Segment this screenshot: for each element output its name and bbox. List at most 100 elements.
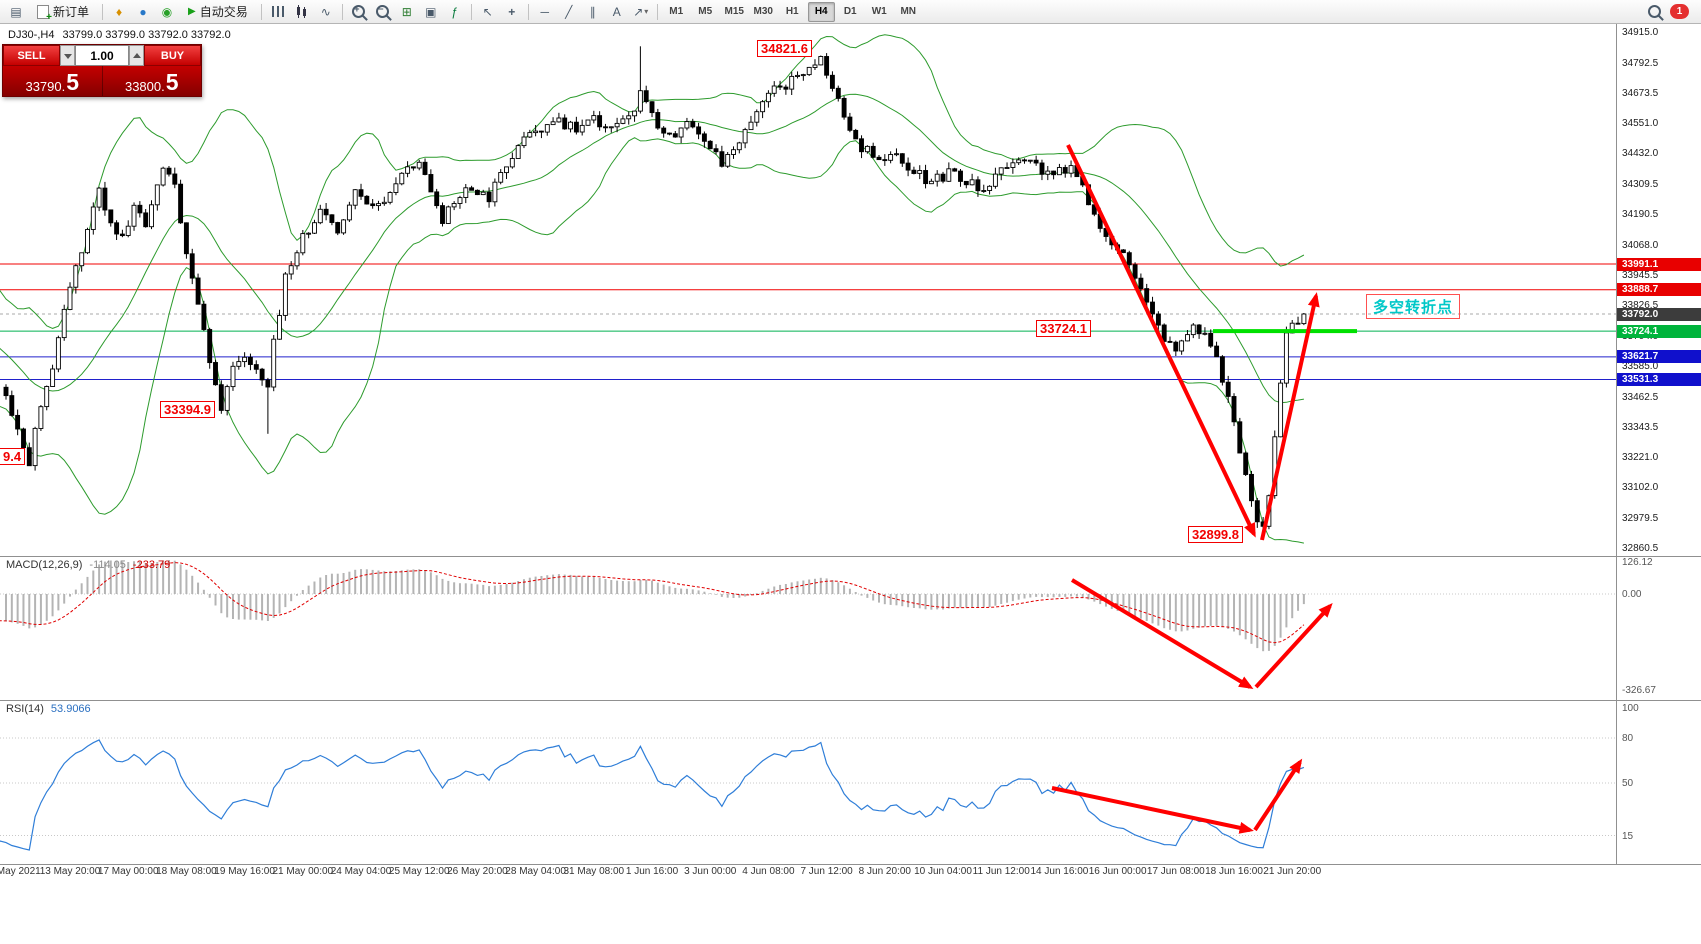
time-label: 28 May 04:00	[505, 866, 566, 877]
crosshair-icon[interactable]: +	[508, 4, 516, 19]
chevron-down-icon: ▾	[644, 7, 649, 16]
drawn-arrow[interactable]	[1070, 578, 1254, 690]
candlestick-chart-icon[interactable]	[291, 1, 313, 23]
separator	[102, 3, 104, 20]
symbol-ohlc-header: DJ30-,H4 33799.0 33799.0 33792.0 33792.0	[8, 29, 231, 41]
time-label: 18 Jun 16:00	[1205, 866, 1263, 877]
price-tick: 34915.0	[1622, 27, 1659, 38]
chart-window-icon[interactable]: ▤	[10, 4, 22, 19]
price-tag: 33792.0	[1617, 307, 1701, 321]
tile-windows-icon[interactable]: ⊞	[401, 4, 412, 19]
macd-axis-label: 126.12	[1622, 557, 1653, 568]
auto-trading-button[interactable]: ▶ 自动交易	[181, 2, 255, 22]
macd-name: MACD(12,26,9)	[6, 559, 83, 571]
auto-trading-label: 自动交易	[199, 5, 248, 19]
macd-panel[interactable]	[0, 556, 1616, 700]
bollinger-lower-band	[0, 137, 1304, 544]
sell-button[interactable]: SELL	[3, 45, 60, 66]
time-label: 18 May 08:00	[156, 866, 217, 877]
rsi-panel[interactable]	[0, 700, 1616, 864]
buy-price-big-digit: 5	[165, 69, 179, 95]
drawn-arrow[interactable]	[1260, 292, 1320, 541]
timeframe-m1[interactable]: M1	[669, 6, 684, 18]
macd-axis-label: -326.67	[1622, 685, 1656, 696]
panel-separator[interactable]	[0, 556, 1701, 557]
trendline-tool-icon[interactable]: ╱	[565, 4, 573, 19]
drawn-arrow[interactable]	[1254, 603, 1333, 689]
price-flag[interactable]: 32899.8	[1188, 526, 1243, 543]
rsi-axis-label: 15	[1622, 830, 1634, 842]
price-chart[interactable]	[0, 24, 1616, 556]
price-flag[interactable]: 9.4	[0, 448, 26, 465]
signals-icon[interactable]: ◉	[161, 4, 173, 19]
price-flag[interactable]: 33724.1	[1036, 320, 1091, 337]
drawn-arrow[interactable]	[1051, 786, 1254, 834]
timeframe-h1[interactable]: H1	[785, 6, 799, 18]
price-flag[interactable]: 33394.9	[160, 401, 215, 418]
time-label: 3 Jun 00:00	[684, 866, 737, 877]
price-axis: 34915.0 34792.5 34673.5 34551.0 34432.0 34309…	[1616, 24, 1701, 865]
cascade-windows-icon[interactable]: ▣	[425, 4, 437, 19]
macd-signal-value: -233.79	[132, 559, 171, 571]
arrow-tool-icon[interactable]: ↗ ▾	[633, 4, 649, 19]
rsi-header: RSI(14) 53.9066	[6, 703, 91, 715]
drawn-arrow[interactable]	[1253, 758, 1303, 832]
new-order-button[interactable]: + 新订单	[30, 2, 96, 23]
sell-price[interactable]: 33790. 5	[3, 66, 102, 96]
time-label: 19 May 16:00	[214, 866, 275, 877]
line-chart-icon[interactable]: ∿	[320, 4, 331, 19]
notification-badge[interactable]: 1	[1670, 4, 1689, 19]
buy-button[interactable]: BUY	[144, 45, 201, 66]
drawn-arrow[interactable]	[1066, 144, 1256, 538]
volume-input[interactable]: 1.00	[75, 45, 129, 66]
metaeditor-icon[interactable]: ♦	[115, 4, 123, 19]
price-tick: 33102.0	[1622, 482, 1659, 494]
volume-increase-button[interactable]	[129, 45, 144, 66]
timeframe-mn[interactable]: MN	[900, 6, 917, 18]
buy-price[interactable]: 33800. 5	[101, 66, 202, 96]
time-label: 21 May 00:00	[272, 866, 334, 877]
text-tool-icon[interactable]: A	[612, 4, 621, 19]
price-tick: 32979.5	[1622, 513, 1659, 525]
channel-tool-icon[interactable]: ∥	[589, 4, 596, 19]
separator	[260, 3, 262, 20]
candles	[3, 46, 1307, 539]
turning-point-annotation[interactable]: 多空转折点	[1366, 294, 1461, 319]
separator	[341, 3, 343, 20]
time-label: 11 Jun 12:00	[972, 866, 1030, 877]
zoom-in-icon[interactable]	[348, 1, 370, 23]
rsi-axis-label: 50	[1622, 778, 1634, 789]
timeframe-w1[interactable]: W1	[871, 6, 887, 18]
hline-tool-icon[interactable]: ─	[540, 4, 549, 19]
time-label: 14 Jun 16:00	[1030, 866, 1089, 877]
timeframe-group: M1 M5 M15 M30 H1 H4 D1 W1 MN	[662, 1, 923, 22]
timeframe-d1[interactable]: D1	[843, 6, 857, 18]
macd-axis-label: 0.00	[1622, 589, 1642, 600]
bar-chart-icon[interactable]	[267, 1, 289, 23]
timeframe-m5[interactable]: M5	[698, 6, 713, 18]
rsi-value: 53.9066	[50, 703, 91, 715]
price-flag[interactable]: 34821.6	[757, 40, 812, 57]
zoom-out-icon[interactable]	[372, 1, 394, 23]
price-tick: 33462.5	[1622, 391, 1659, 403]
indicators-icon[interactable]: ƒ	[451, 4, 459, 19]
support-line-segment[interactable]	[1213, 329, 1357, 334]
macd-signal-line	[0, 562, 1305, 644]
timeframe-m30[interactable]: M30	[753, 6, 773, 18]
trade-widget-top-row: SELL 1.00 BUY	[3, 45, 201, 66]
time-label: 4 Jun 08:00	[742, 866, 795, 877]
time-label: 31 May 08:00	[563, 866, 625, 877]
panel-separator[interactable]	[0, 700, 1701, 701]
volume-decrease-button[interactable]	[60, 45, 75, 66]
search-icon[interactable]	[1643, 1, 1665, 23]
market-icon[interactable]: ●	[139, 4, 147, 19]
timeframe-m15[interactable]: M15	[724, 6, 744, 18]
timeframe-h4[interactable]: H4	[807, 1, 835, 22]
cursor-icon[interactable]: ↖	[482, 4, 493, 19]
time-label: 16 Jun 00:00	[1088, 866, 1147, 877]
price-tick: 34551.0	[1622, 118, 1659, 130]
rsi-axis-label: 80	[1622, 733, 1634, 744]
new-order-icon: +	[37, 4, 52, 23]
ohlc-values: 33799.0 33799.0 33792.0 33792.0	[62, 29, 231, 41]
separator	[656, 3, 658, 20]
